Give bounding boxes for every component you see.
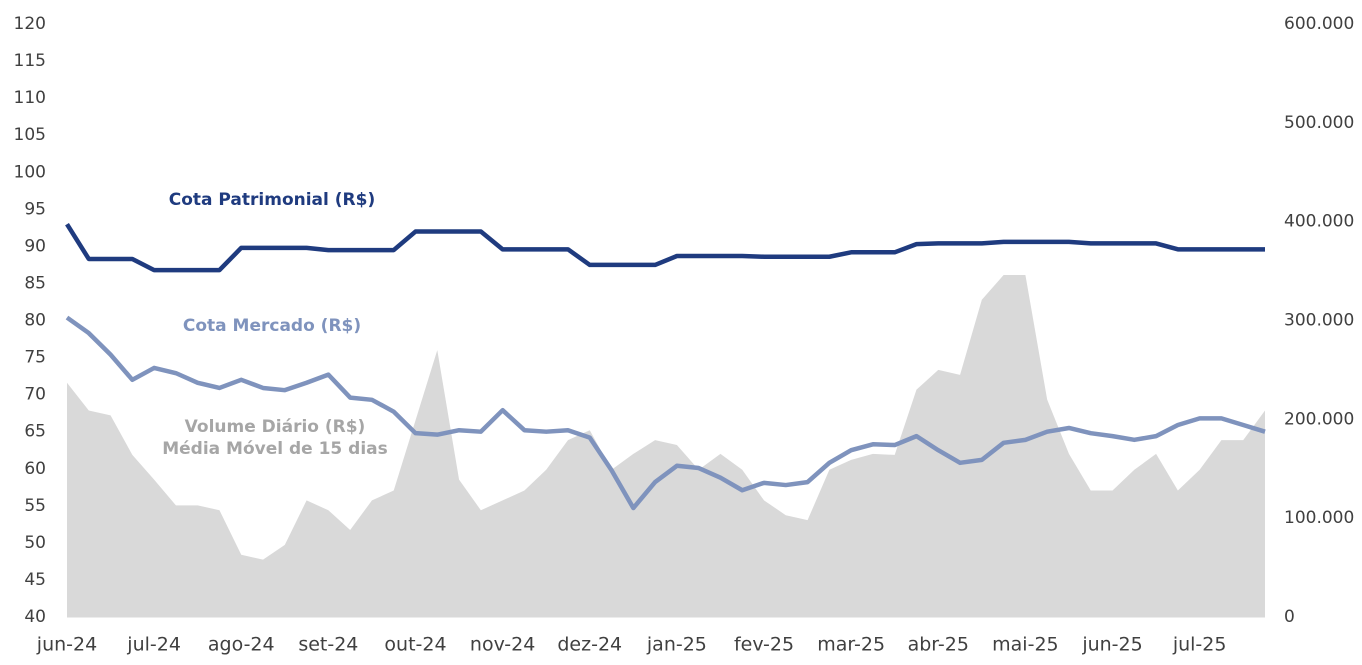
x-tick-label: ago-24 <box>208 634 275 656</box>
series-label: Cota Mercado (R$) <box>183 316 361 336</box>
y-tick-label: 105 <box>14 125 46 145</box>
y2-tick-label: 100.000 <box>1284 508 1354 528</box>
series-line <box>65 315 1266 511</box>
y-tick-label: 45 <box>24 570 46 590</box>
y-tick-label: 65 <box>24 422 46 442</box>
x-tick-label: abr-25 <box>908 634 969 656</box>
x-tick-label: fev-25 <box>734 634 794 656</box>
y2-tick-label: 300.000 <box>1284 311 1354 331</box>
y-tick-label: 95 <box>24 199 46 219</box>
x-tick-label: mar-25 <box>817 634 885 656</box>
x-tick-label: nov-24 <box>470 634 535 656</box>
series-label: Volume Diário (R$) <box>185 417 366 437</box>
y2-tick-label: 0 <box>1284 607 1295 627</box>
y2-tick-label: 200.000 <box>1284 409 1354 429</box>
x-tick-label: jan-25 <box>646 634 707 656</box>
x-tick-label: jun-25 <box>1081 634 1142 656</box>
y-tick-label: 60 <box>24 459 46 479</box>
y-tick-label: 70 <box>24 385 46 405</box>
volume-area <box>67 275 1265 617</box>
y-tick-label: 75 <box>24 348 46 368</box>
series-line <box>65 222 1265 273</box>
y-tick-label: 115 <box>14 51 46 71</box>
y-tick-label: 50 <box>24 533 46 553</box>
y-tick-label: 120 <box>14 14 46 34</box>
y-tick-label: 110 <box>14 88 46 108</box>
y-tick-label: 55 <box>24 496 46 516</box>
x-tick-label: jul-24 <box>126 634 181 656</box>
x-tick-label: set-24 <box>298 634 358 656</box>
y2-tick-label: 400.000 <box>1284 212 1354 232</box>
series-annotation: Média Móvel de 15 dias <box>162 439 388 459</box>
y-tick-label: 85 <box>24 273 46 293</box>
y-tick-label: 80 <box>24 311 46 331</box>
series-label: Cota Patrimonial (R$) <box>169 190 375 210</box>
y2-tick-label: 600.000 <box>1284 14 1354 34</box>
y2-tick-label: 500.000 <box>1284 113 1354 133</box>
y-tick-label: 90 <box>24 236 46 256</box>
x-tick-label: jun-24 <box>36 634 97 656</box>
x-tick-label: out-24 <box>384 634 446 656</box>
y-tick-label: 40 <box>24 607 46 627</box>
x-tick-label: jul-25 <box>1172 634 1227 656</box>
x-tick-label: mai-25 <box>992 634 1058 656</box>
y-tick-label: 100 <box>14 162 46 182</box>
x-tick-label: dez-24 <box>557 634 622 656</box>
